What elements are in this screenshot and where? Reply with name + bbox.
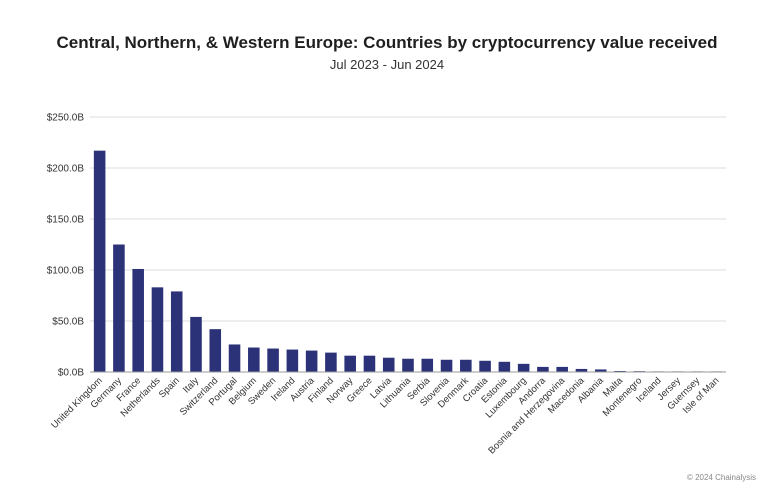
bar [267,348,279,372]
bar [498,361,511,372]
x-tick-label: Spain [157,375,182,400]
bar [228,344,241,372]
bar [325,352,337,372]
bar [190,316,202,372]
bars [93,150,723,372]
bar [151,287,164,372]
bar [305,350,318,372]
x-axis-ticks: United KingdomGermanyFranceNetherlandsSp… [49,375,721,456]
bar [132,268,144,372]
chart-subtitle: Jul 2023 - Jun 2024 [329,57,445,72]
gridlines [90,116,726,322]
y-axis-ticks: $0.0B $50.0B $100.0B $150.0B $200.0B $250.0B [47,113,85,379]
bar [594,369,607,372]
chart-title: Central, Northern, & Western Europe: Cou… [56,33,718,52]
bar [286,349,299,372]
bar [113,244,125,372]
bar [402,358,414,372]
bar [556,366,568,372]
bar [440,359,453,372]
y-tick-label: $0.0B [58,368,84,379]
bar [479,360,491,372]
bar [382,357,395,372]
bar [170,291,183,372]
credit-text: © 2024 Chainalysis [686,473,756,482]
bar [248,347,260,372]
bar [614,370,626,372]
bar [537,366,549,372]
y-tick-label: $250.0B [47,113,85,124]
bar [344,355,356,372]
bar [460,359,472,372]
y-tick-label: $100.0B [47,266,85,277]
bar [363,355,376,372]
y-tick-label: $50.0B [52,317,84,328]
bar [209,329,222,372]
bar [93,150,106,372]
y-tick-label: $150.0B [47,215,85,226]
bar [517,363,530,372]
bar [421,358,434,372]
y-tick-label: $200.0B [47,164,85,175]
bar [575,368,588,372]
